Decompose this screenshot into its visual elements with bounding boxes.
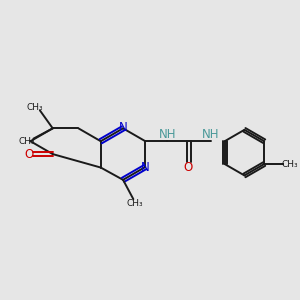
Text: N: N — [119, 121, 128, 134]
Text: O: O — [183, 161, 193, 174]
Text: CH₃: CH₃ — [26, 103, 43, 112]
Text: CH₃: CH₃ — [282, 160, 298, 169]
Text: NH: NH — [202, 128, 220, 141]
Text: N: N — [141, 161, 150, 174]
Text: NH: NH — [158, 128, 176, 141]
Text: CH₃: CH₃ — [19, 137, 35, 146]
Text: O: O — [24, 148, 33, 161]
Text: CH₃: CH₃ — [127, 199, 143, 208]
